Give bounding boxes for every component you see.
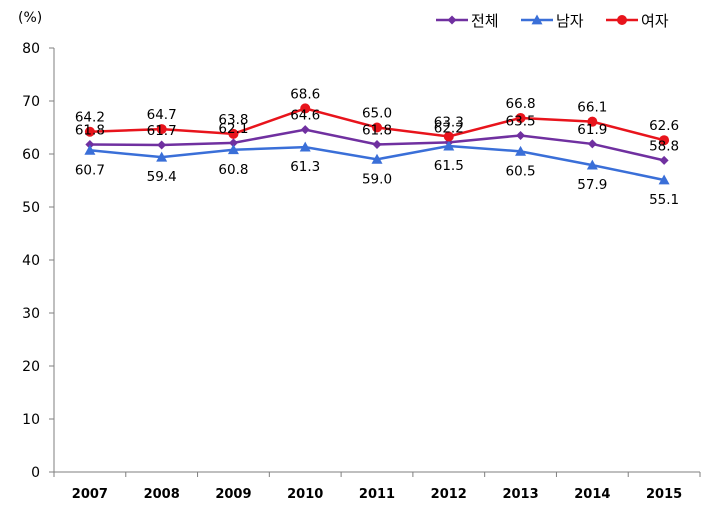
legend-label: 전체 <box>471 12 499 30</box>
data-label: 66.1 <box>577 100 607 116</box>
data-point-marker <box>443 131 454 142</box>
data-label: 64.7 <box>147 107 177 123</box>
x-tick-label: 2007 <box>72 487 108 502</box>
data-label: 61.9 <box>577 122 607 138</box>
y-tick-label: 0 <box>31 465 40 481</box>
y-tick-label: 30 <box>22 306 40 322</box>
x-tick-label: 2008 <box>144 487 180 502</box>
data-point-marker <box>85 139 95 149</box>
data-point-marker <box>515 145 527 156</box>
data-point-marker <box>156 124 167 135</box>
legend: 전체 남자 여자 <box>436 12 669 30</box>
legend-marker <box>531 14 543 25</box>
data-point-marker <box>299 141 311 152</box>
data-point-marker <box>372 139 382 149</box>
data-point-marker <box>515 112 526 123</box>
data-label: 64.6 <box>290 108 320 124</box>
x-tick-label: 2012 <box>431 487 467 502</box>
x-tick-label: 2009 <box>215 487 251 502</box>
y-unit-label: (%) <box>18 10 42 26</box>
legend-label: 여자 <box>641 12 669 30</box>
data-label: 58.8 <box>649 138 679 154</box>
data-label: 62.2 <box>434 120 464 136</box>
data-point-marker <box>300 103 311 114</box>
data-label: 66.8 <box>506 96 536 112</box>
series-3 <box>84 103 670 146</box>
x-tick-label: 2014 <box>574 487 610 502</box>
data-label: 59.0 <box>362 171 392 187</box>
data-point-marker <box>659 155 669 165</box>
data-label: 59.4 <box>147 169 177 185</box>
data-label: 63.3 <box>434 115 464 131</box>
x-tick-label: 2010 <box>287 487 323 502</box>
data-point-marker <box>84 144 96 155</box>
y-tick-label: 20 <box>22 359 40 375</box>
y-tick-label: 80 <box>22 41 40 57</box>
data-point-marker <box>587 116 598 127</box>
y-tick-label: 40 <box>22 253 40 269</box>
data-label: 63.5 <box>506 113 536 129</box>
data-point-marker <box>658 174 670 185</box>
data-point-marker <box>228 128 239 139</box>
series-group <box>84 103 670 185</box>
data-label: 55.1 <box>649 192 679 208</box>
data-point-marker <box>443 140 455 151</box>
legend-marker <box>447 15 457 25</box>
y-tick-label: 10 <box>22 412 40 428</box>
data-point-marker <box>587 139 597 149</box>
series-2 <box>84 140 670 185</box>
x-tick-label: 2013 <box>502 487 538 502</box>
x-tick-label: 2015 <box>646 487 682 502</box>
data-label: 64.2 <box>75 110 105 126</box>
data-label: 61.7 <box>147 123 177 139</box>
data-label: 57.9 <box>577 177 607 193</box>
x-tick-label: 2011 <box>359 487 395 502</box>
y-tick-label: 60 <box>22 147 40 163</box>
legend-marker <box>617 15 627 25</box>
data-point-marker <box>157 140 167 150</box>
y-tick-label: 70 <box>22 94 40 110</box>
legend-item-3: 여자 <box>606 12 669 30</box>
data-point-marker <box>300 125 310 135</box>
data-label: 61.8 <box>362 122 392 138</box>
data-point-marker <box>228 138 238 148</box>
data-label: 62.6 <box>649 118 679 134</box>
data-point-marker <box>371 153 383 164</box>
data-point-marker <box>659 135 670 146</box>
legend-item-1: 전체 <box>436 12 499 30</box>
data-point-marker <box>372 122 382 133</box>
data-labels: 61.8 61.7 62.1 64.6 61.8 62.2 63.5 61.9 58.8 60.7… <box>75 86 679 208</box>
data-point-marker <box>586 159 598 170</box>
data-label: 65.0 <box>362 106 392 122</box>
y-tick-label: 50 <box>22 200 40 216</box>
data-label: 61.8 <box>75 122 105 138</box>
y-axis-ticks: 0 10 20 30 40 50 60 70 80 <box>22 41 54 481</box>
data-label: 62.1 <box>218 121 248 137</box>
legend-item-2: 남자 <box>521 12 584 30</box>
data-point-marker <box>227 144 239 155</box>
data-label: 61.3 <box>290 159 320 175</box>
data-label: 63.8 <box>218 112 248 128</box>
data-label: 60.7 <box>75 162 105 178</box>
data-point-marker <box>516 130 526 140</box>
data-point-marker <box>84 126 95 137</box>
legend-label: 남자 <box>556 12 584 30</box>
data-label: 68.6 <box>290 86 320 102</box>
data-label: 60.5 <box>506 163 536 179</box>
data-label: 60.8 <box>218 162 248 178</box>
data-label: 61.5 <box>434 158 464 174</box>
x-axis-ticks: 2007 2008 2009 2010 2011 2012 2013 2014 2015 <box>53 472 701 502</box>
data-point-marker <box>156 151 168 162</box>
